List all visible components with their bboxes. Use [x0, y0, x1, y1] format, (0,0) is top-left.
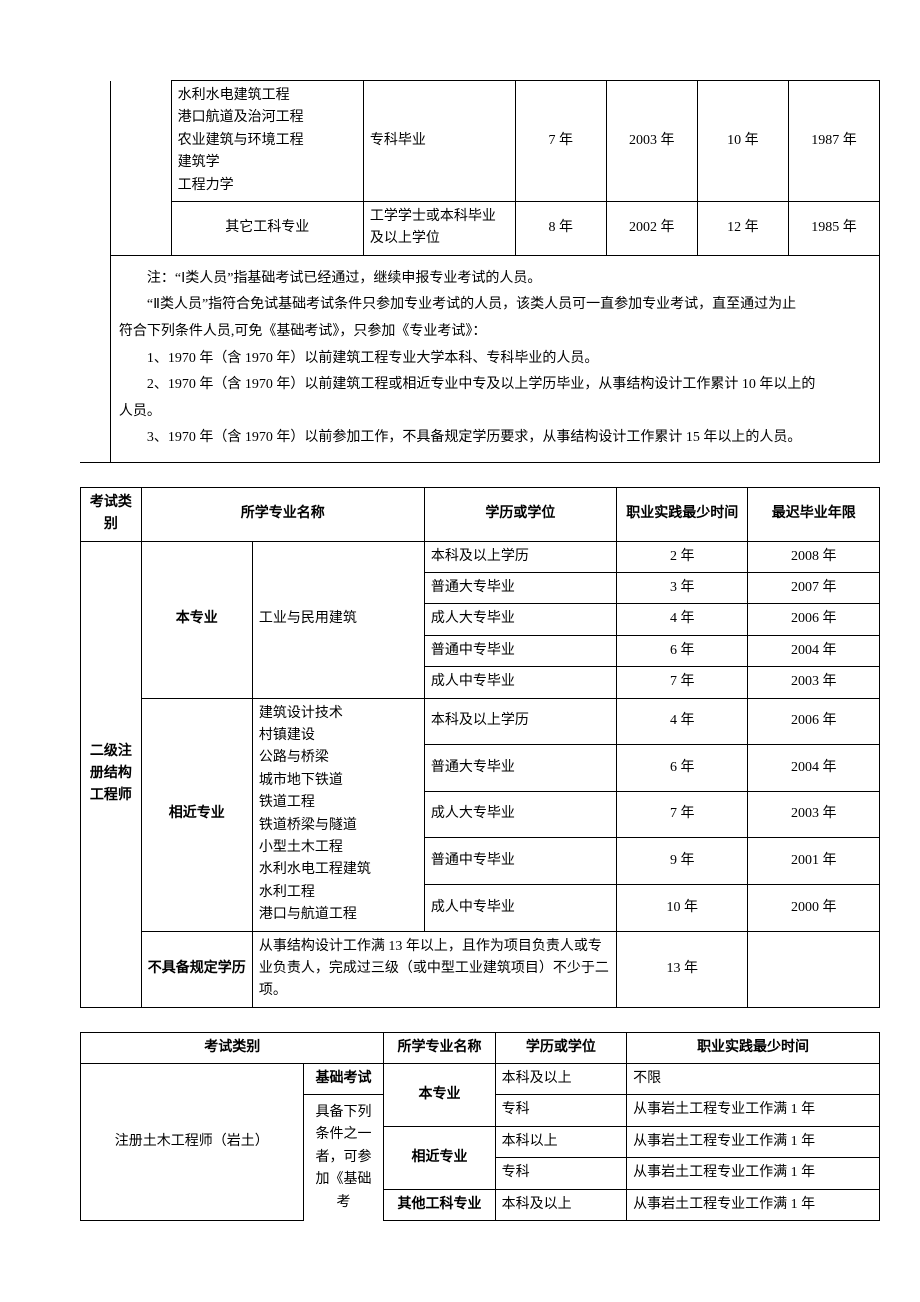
- req-cell: 从事岩土工程专业工作满 1 年: [627, 1158, 880, 1189]
- none-desc-cell: 从事结构设计工作满 13 年以上，且作为项目负责人或专业负责人，完成过三级（或中…: [252, 931, 616, 1007]
- basic-exam-cell: 基础考试: [303, 1064, 384, 1095]
- degree-cell: 成人大专毕业: [424, 791, 616, 838]
- years-cell: 9 年: [617, 838, 748, 885]
- year-cell: 2003 年: [606, 81, 697, 202]
- col-header: 学历或学位: [495, 1032, 626, 1063]
- table-row: 二级注册结构工程师 本专业 工业与民用建筑 本科及以上学历 2 年 2008 年: [81, 541, 880, 572]
- year-cell: 2003 年: [748, 791, 880, 838]
- year-cell: 2004 年: [748, 745, 880, 792]
- years-cell: 6 年: [617, 745, 748, 792]
- condition-cell: 具备下列条件之一者，可参加《基础考: [303, 1095, 384, 1221]
- years-cell: 10 年: [697, 81, 788, 202]
- degree-cell: 本科及以上: [495, 1064, 626, 1095]
- col-header: 最迟毕业年限: [748, 487, 880, 541]
- years-cell: 7 年: [617, 667, 748, 698]
- empty-cell: [110, 81, 171, 256]
- year-cell: 2001 年: [748, 838, 880, 885]
- degree-cell: 成人大专毕业: [424, 604, 616, 635]
- table-row: 相近专业 建筑设计技术 村镇建设 公路与桥梁 城市地下铁道 铁道工程 铁道桥梁与…: [81, 698, 880, 745]
- table-row: 不具备规定学历 从事结构设计工作满 13 年以上，且作为项目负责人或专业负责人，…: [81, 931, 880, 1007]
- major-cell: 工业与民用建筑: [252, 541, 424, 698]
- header-row: 考试类别 所学专业名称 学历或学位 职业实践最少时间: [81, 1032, 880, 1063]
- col-header: 所学专业名称: [141, 487, 424, 541]
- year-cell: 2008 年: [748, 541, 880, 572]
- degree-cell: 专科毕业: [363, 81, 515, 202]
- year-cell: 2003 年: [748, 667, 880, 698]
- degree-cell: 普通大专毕业: [424, 573, 616, 604]
- empty-cell: [748, 931, 880, 1007]
- years-cell: 6 年: [617, 635, 748, 666]
- notes-cell: 注：“Ⅰ类人员”指基础考试已经通过，继续申报专业考试的人员。 “Ⅱ类人员”指符合…: [110, 255, 879, 462]
- year-cell: 1985 年: [788, 201, 879, 255]
- degree-cell: 本科及以上: [495, 1189, 626, 1220]
- category-cell: 注册土木工程师（岩土）: [81, 1064, 304, 1221]
- year-cell: 1987 年: [788, 81, 879, 202]
- years-cell: 2 年: [617, 541, 748, 572]
- table-row: 其它工科专业 工学学士或本科毕业及以上学位 8 年 2002 年 12 年 19…: [80, 201, 880, 255]
- group-cell: 不具备规定学历: [141, 931, 252, 1007]
- years-cell: 3 年: [617, 573, 748, 604]
- col-header: 所学专业名称: [384, 1032, 495, 1063]
- degree-cell: 成人中专毕业: [424, 667, 616, 698]
- note-line: 人员。: [119, 399, 871, 426]
- req-cell: 从事岩土工程专业工作满 1 年: [627, 1126, 880, 1157]
- year-cell: 2006 年: [748, 698, 880, 745]
- major-list-cell: 建筑设计技术 村镇建设 公路与桥梁 城市地下铁道 铁道工程 铁道桥梁与隧道 小型…: [252, 698, 424, 931]
- year-cell: 2007 年: [748, 573, 880, 604]
- degree-cell: 工学学士或本科毕业及以上学位: [363, 201, 515, 255]
- degree-cell: 本科及以上学历: [424, 698, 616, 745]
- degree-cell: 成人中专毕业: [424, 884, 616, 931]
- col-header: 考试类别: [81, 487, 142, 541]
- group-cell: 其他工科专业: [384, 1189, 495, 1220]
- degree-cell: 专科: [495, 1095, 626, 1126]
- years-cell: 7 年: [515, 81, 606, 202]
- years-cell: 4 年: [617, 604, 748, 635]
- year-cell: 2000 年: [748, 884, 880, 931]
- note-line: 符合下列条件人员,可免《基础考试》，只参加《专业考试》：: [119, 319, 871, 346]
- note-line: “Ⅱ类人员”指符合免试基础考试条件只参加专业考试的人员，该类人员可一直参加专业考…: [119, 292, 871, 319]
- years-cell: 13 年: [617, 931, 748, 1007]
- table-1: 水利水电建筑工程 港口航道及治河工程 农业建筑与环境工程 建筑学 工程力学 专科…: [80, 80, 880, 463]
- year-cell: 2006 年: [748, 604, 880, 635]
- year-cell: 2004 年: [748, 635, 880, 666]
- group-cell: 相近专业: [384, 1126, 495, 1189]
- years-cell: 12 年: [697, 201, 788, 255]
- category-cell: 二级注册结构工程师: [81, 541, 142, 1007]
- col-header: 职业实践最少时间: [627, 1032, 880, 1063]
- major-list-cell: 水利水电建筑工程 港口航道及治河工程 农业建筑与环境工程 建筑学 工程力学: [171, 81, 363, 202]
- years-cell: 10 年: [617, 884, 748, 931]
- degree-cell: 普通大专毕业: [424, 745, 616, 792]
- table-row: 注册土木工程师（岩土） 基础考试 本专业 本科及以上 不限: [81, 1064, 880, 1095]
- col-header: 学历或学位: [424, 487, 616, 541]
- col-header: 职业实践最少时间: [617, 487, 748, 541]
- group-cell: 本专业: [384, 1064, 495, 1127]
- note-line: 注：“Ⅰ类人员”指基础考试已经通过，继续申报专业考试的人员。: [119, 266, 871, 293]
- table-row: 水利水电建筑工程 港口航道及治河工程 农业建筑与环境工程 建筑学 工程力学 专科…: [80, 81, 880, 202]
- table-row: 注：“Ⅰ类人员”指基础考试已经通过，继续申报专业考试的人员。 “Ⅱ类人员”指符合…: [80, 255, 880, 462]
- table-2: 考试类别 所学专业名称 学历或学位 职业实践最少时间 最迟毕业年限 二级注册结构…: [80, 487, 880, 1008]
- degree-cell: 本科以上: [495, 1126, 626, 1157]
- note-line: 1、1970 年（含 1970 年）以前建筑工程专业大学本科、专科毕业的人员。: [119, 346, 871, 373]
- empty-cell: [80, 81, 110, 463]
- table-3: 考试类别 所学专业名称 学历或学位 职业实践最少时间 注册土木工程师（岩土） 基…: [80, 1032, 880, 1221]
- degree-cell: 普通中专毕业: [424, 838, 616, 885]
- group-cell: 相近专业: [141, 698, 252, 931]
- group-cell: 本专业: [141, 541, 252, 698]
- years-cell: 7 年: [617, 791, 748, 838]
- note-line: 3、1970 年（含 1970 年）以前参加工作，不具备规定学历要求，从事结构设…: [119, 425, 871, 452]
- req-cell: 从事岩土工程专业工作满 1 年: [627, 1095, 880, 1126]
- years-cell: 4 年: [617, 698, 748, 745]
- header-row: 考试类别 所学专业名称 学历或学位 职业实践最少时间 最迟毕业年限: [81, 487, 880, 541]
- major-cell: 其它工科专业: [171, 201, 363, 255]
- degree-cell: 普通中专毕业: [424, 635, 616, 666]
- req-cell: 不限: [627, 1064, 880, 1095]
- year-cell: 2002 年: [606, 201, 697, 255]
- note-line: 2、1970 年（含 1970 年）以前建筑工程或相近专业中专及以上学历毕业，从…: [119, 372, 871, 399]
- degree-cell: 本科及以上学历: [424, 541, 616, 572]
- req-cell: 从事岩土工程专业工作满 1 年: [627, 1189, 880, 1220]
- col-header: 考试类别: [81, 1032, 384, 1063]
- years-cell: 8 年: [515, 201, 606, 255]
- degree-cell: 专科: [495, 1158, 626, 1189]
